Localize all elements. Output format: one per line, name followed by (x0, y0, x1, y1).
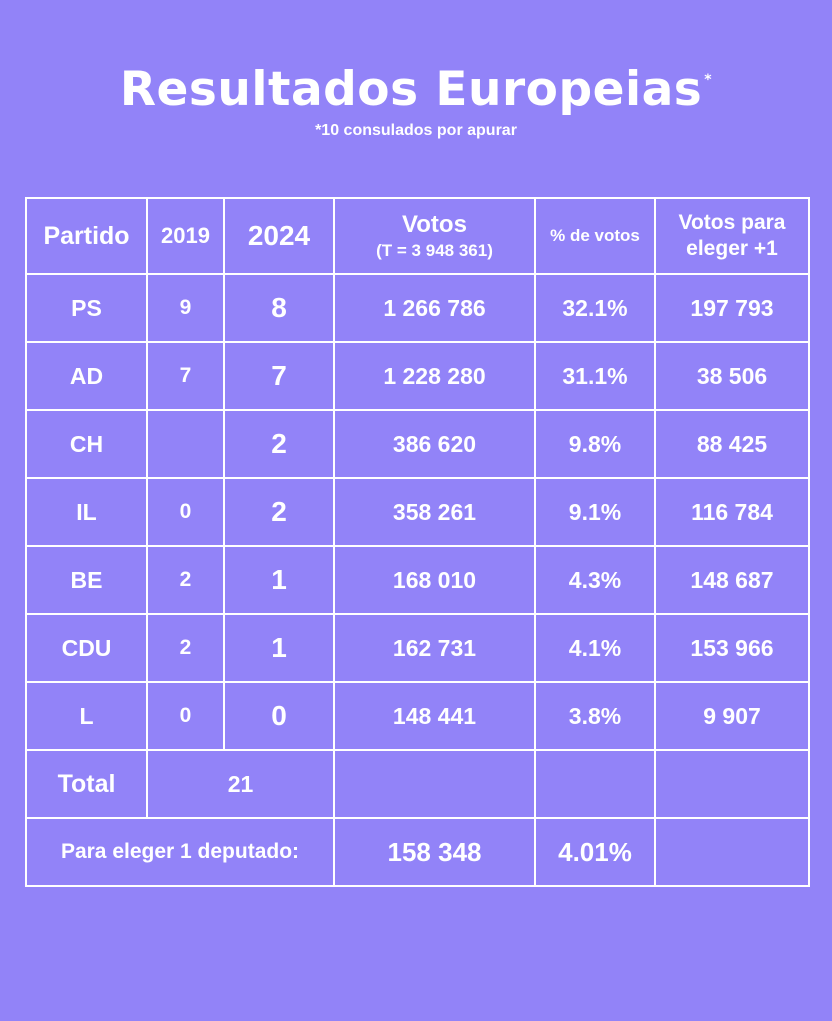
table-row: CDU 2 1 162 731 4.1% 153 966 (25, 613, 810, 683)
empty-cell (534, 749, 656, 819)
party-cell: PS (25, 273, 148, 343)
to-elect-cell: 116 784 (654, 477, 810, 547)
pct-cell: 4.1% (534, 613, 656, 683)
votes-cell: 386 620 (333, 409, 536, 479)
header-votos-label: Votos (402, 211, 467, 238)
votes-cell: 168 010 (333, 545, 536, 615)
seats-2019-cell: 2 (146, 613, 225, 683)
empty-cell (333, 749, 536, 819)
to-elect-cell: 9 907 (654, 681, 810, 751)
para-eleger-votes: 158 348 (333, 817, 536, 887)
header-pct: % de votos (534, 197, 656, 275)
seats-2024-cell: 1 (223, 545, 335, 615)
seats-2019-cell: 0 (146, 477, 225, 547)
table-row: PS 9 8 1 266 786 32.1% 197 793 (25, 273, 810, 343)
votes-cell: 358 261 (333, 477, 536, 547)
header-votos: Votos (T = 3 948 361) (333, 197, 536, 275)
party-cell: BE (25, 545, 148, 615)
table-row: L 0 0 148 441 3.8% 9 907 (25, 681, 810, 751)
seats-2019-cell: 0 (146, 681, 225, 751)
seats-2019-cell: 9 (146, 273, 225, 343)
seats-2019-cell (146, 409, 225, 479)
header-votos-total: (T = 3 948 361) (376, 241, 493, 260)
results-table: Partido 2019 2024 Votos (T = 3 948 361) … (25, 197, 810, 887)
to-elect-cell: 148 687 (654, 545, 810, 615)
party-cell: IL (25, 477, 148, 547)
total-seats: 21 (146, 749, 335, 819)
party-cell: AD (25, 341, 148, 411)
table-header-row: Partido 2019 2024 Votos (T = 3 948 361) … (25, 197, 810, 275)
seats-2019-cell: 2 (146, 545, 225, 615)
total-label: Total (25, 749, 148, 819)
to-elect-cell: 197 793 (654, 273, 810, 343)
table-row: IL 0 2 358 261 9.1% 116 784 (25, 477, 810, 547)
para-eleger-pct: 4.01% (534, 817, 656, 887)
pct-cell: 9.1% (534, 477, 656, 547)
seats-2024-cell: 1 (223, 613, 335, 683)
seats-2024-cell: 7 (223, 341, 335, 411)
total-row: Total 21 (25, 749, 810, 819)
header-partido: Partido (25, 197, 148, 275)
to-elect-cell: 38 506 (654, 341, 810, 411)
party-cell: L (25, 681, 148, 751)
seats-2024-cell: 2 (223, 409, 335, 479)
title-text: Resultados Europeias (119, 62, 703, 117)
votes-cell: 1 266 786 (333, 273, 536, 343)
page-subtitle: *10 consulados por apurar (315, 122, 517, 139)
votes-cell: 162 731 (333, 613, 536, 683)
pct-cell: 32.1% (534, 273, 656, 343)
page-title: Resultados Europeias * (0, 62, 832, 117)
table-row: BE 2 1 168 010 4.3% 148 687 (25, 545, 810, 615)
table-row: CH 2 386 620 9.8% 88 425 (25, 409, 810, 479)
header-2024: 2024 (223, 197, 335, 275)
party-cell: CDU (25, 613, 148, 683)
votes-cell: 148 441 (333, 681, 536, 751)
seats-2024-cell: 0 (223, 681, 335, 751)
pct-cell: 3.8% (534, 681, 656, 751)
empty-cell (654, 749, 810, 819)
seats-2024-cell: 8 (223, 273, 335, 343)
seats-2024-cell: 2 (223, 477, 335, 547)
to-elect-cell: 153 966 (654, 613, 810, 683)
party-cell: CH (25, 409, 148, 479)
seats-2019-cell: 7 (146, 341, 225, 411)
pct-cell: 4.3% (534, 545, 656, 615)
votes-cell: 1 228 280 (333, 341, 536, 411)
title-asterisk: * (704, 72, 713, 88)
to-elect-cell: 88 425 (654, 409, 810, 479)
para-eleger-row: Para eleger 1 deputado: 158 348 4.01% (25, 817, 810, 887)
pct-cell: 9.8% (534, 409, 656, 479)
pct-cell: 31.1% (534, 341, 656, 411)
para-eleger-label: Para eleger 1 deputado: (25, 817, 335, 887)
header-votos-para-eleger: Votos para eleger +1 (654, 197, 810, 275)
empty-cell (654, 817, 810, 887)
table-row: AD 7 7 1 228 280 31.1% 38 506 (25, 341, 810, 411)
header-2019: 2019 (146, 197, 225, 275)
